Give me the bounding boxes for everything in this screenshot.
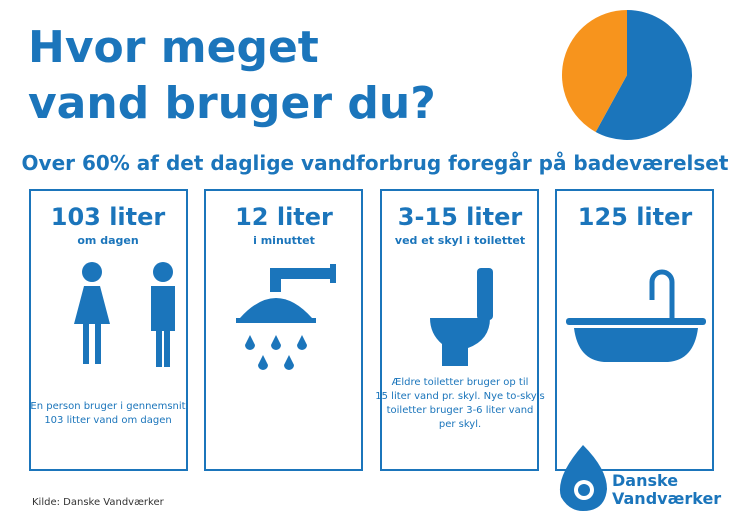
card-note: En person bruger i gennemsnit — [30, 401, 185, 412]
card — [204, 189, 363, 471]
card-note: toiletter bruger 3-6 liter vand — [387, 405, 534, 416]
toilet-icon — [430, 268, 493, 366]
card-amount: 125 liter — [578, 203, 693, 231]
pie-slice — [562, 10, 627, 132]
card — [29, 189, 188, 471]
card-note: Ældre toiletter bruger op til — [392, 377, 529, 388]
subtitle: Over 60% af det daglige vandforbrug fore… — [22, 151, 729, 175]
bathtub-icon — [566, 269, 706, 362]
shower-icon — [236, 264, 336, 370]
card-unit: ved et skyl i toilettet — [395, 234, 525, 247]
card-unit: i minuttet — [253, 234, 315, 247]
card-amount: 3-15 liter — [398, 203, 523, 231]
title-line: vand bruger du? — [28, 78, 436, 129]
pie-chart — [562, 10, 693, 140]
logo-text: Danske — [612, 471, 678, 490]
title-line: Hvor meget — [28, 22, 319, 73]
card — [380, 189, 539, 471]
card-note: 103 litter vand om dagen — [44, 415, 171, 426]
source: Kilde: Danske Vandværker — [32, 497, 165, 508]
logo — [559, 445, 607, 511]
card-amount: 103 liter — [51, 203, 166, 231]
people-icon — [74, 262, 175, 367]
card-amount: 12 liter — [235, 203, 333, 231]
card-unit: om dagen — [77, 234, 138, 247]
card — [555, 189, 714, 471]
pie-slice — [595, 10, 693, 140]
logo-text: Vandværker — [612, 489, 721, 508]
card-note: 15 liter vand pr. skyl. Nye to-skyls — [375, 391, 544, 402]
card-note: per skyl. — [439, 419, 481, 430]
